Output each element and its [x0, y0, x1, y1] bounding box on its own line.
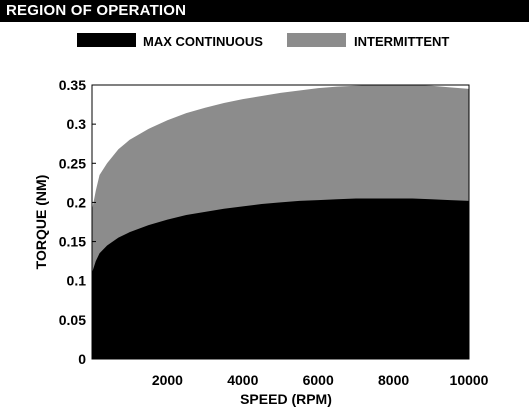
x-axis-ticks: 2000 4000 6000 8000 10000 — [152, 355, 489, 388]
area-max-continuous — [92, 198, 469, 359]
plot-frame — [91, 84, 470, 360]
legend-label-max-continuous: MAX CONTINUOUS — [143, 34, 263, 49]
y-tick-label: 0.1 — [67, 273, 87, 289]
y-tick-label: 0.3 — [67, 116, 87, 132]
x-tick-label: 2000 — [152, 372, 183, 388]
y-tick-label: 0.15 — [59, 234, 86, 250]
x-tick-label: 10000 — [450, 372, 489, 388]
x-axis-label: SPEED (RPM) — [240, 391, 332, 407]
x-tick-label: 4000 — [227, 372, 258, 388]
y-tick-label: 0.25 — [59, 155, 86, 171]
x-tick-label: 8000 — [378, 372, 409, 388]
title-bar: REGION OF OPERATION — [0, 0, 529, 22]
x-tick-label: 6000 — [303, 372, 334, 388]
legend-swatch-intermittent — [287, 33, 346, 47]
legend: MAX CONTINUOUS INTERMITTENT — [77, 33, 449, 49]
y-tick-label: 0.35 — [59, 77, 86, 93]
y-tick-label: 0.05 — [59, 312, 86, 328]
chart-title: REGION OF OPERATION — [6, 2, 187, 19]
y-axis-label: TORQUE (NM) — [33, 175, 49, 270]
y-tick-label: 0.2 — [67, 194, 87, 210]
y-axis-ticks: 0 0.05 0.1 0.15 0.2 0.25 0.3 0.35 — [59, 77, 96, 367]
legend-label-intermittent: INTERMITTENT — [354, 34, 449, 49]
legend-swatch-max-continuous — [77, 33, 136, 47]
y-tick-label: 0 — [78, 351, 86, 367]
